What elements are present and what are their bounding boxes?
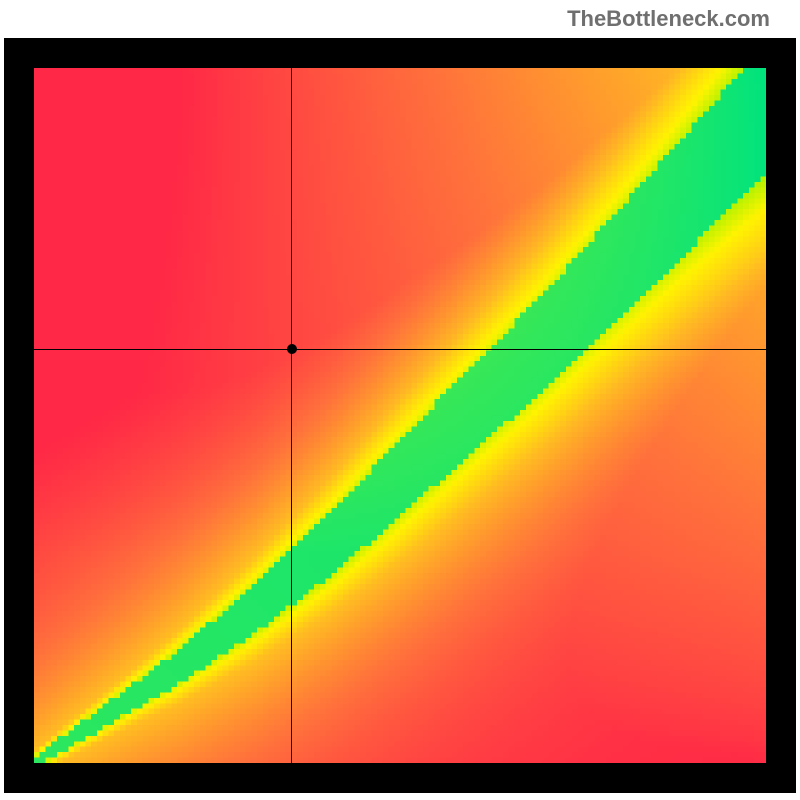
- crosshair-horizontal: [34, 349, 766, 351]
- crosshair-vertical: [291, 68, 293, 763]
- chart-container: TheBottleneck.com: [0, 0, 800, 800]
- watermark-text: TheBottleneck.com: [567, 6, 770, 32]
- heatmap-canvas: [34, 68, 766, 763]
